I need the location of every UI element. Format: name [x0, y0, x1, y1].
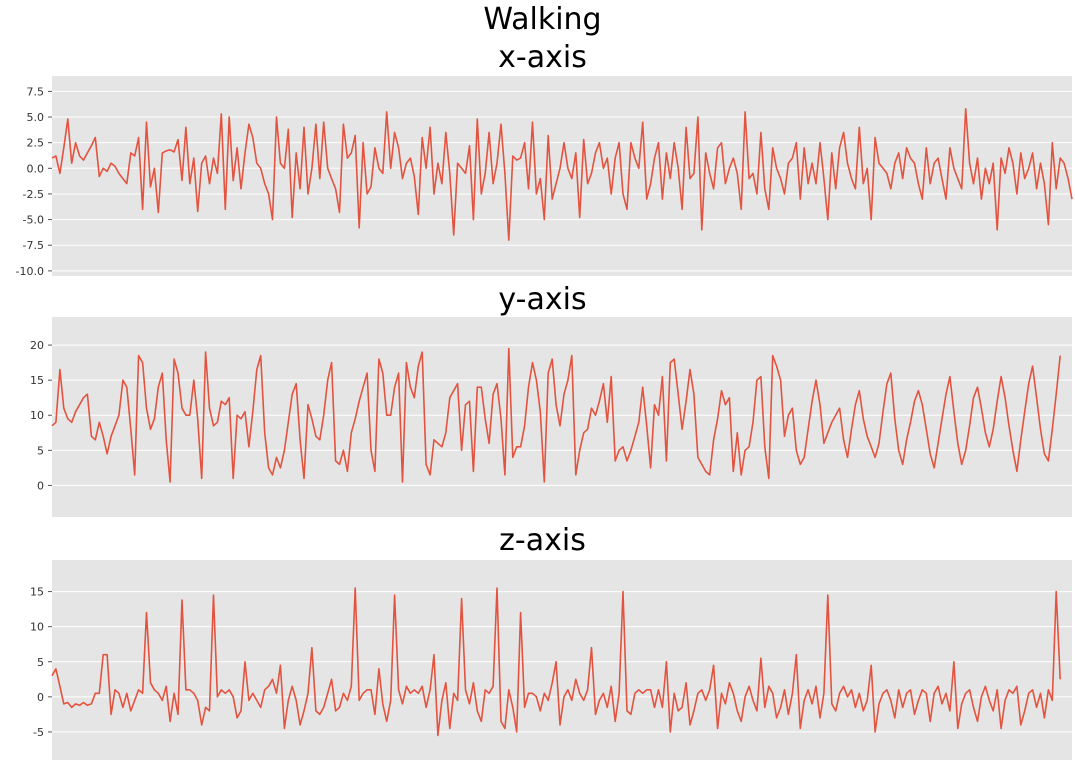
y-tick-label-z: 15	[30, 586, 44, 599]
y-tick-label-x: 0.0	[27, 162, 45, 175]
y-tick-label-z: 5	[37, 656, 44, 669]
chart-panel-x: 7.5 5.0 2.5 0.0 -2.5 -5.0 -7.5 -10.0	[16, 76, 1073, 278]
y-tick-label-z: 10	[30, 621, 44, 634]
series-line-y	[51, 347, 1061, 483]
chart-title-y: y-axis	[498, 282, 587, 317]
y-tick-label-z: 0	[37, 691, 44, 704]
y-tick-label-x: -2.5	[23, 188, 44, 201]
y-tick-label-x: 2.5	[27, 137, 45, 150]
y-tick-label-y: 5	[37, 444, 44, 457]
y-tick-label-x: -7.5	[23, 239, 44, 252]
series-line-x	[51, 108, 1073, 241]
y-tick-label-y: 15	[30, 374, 44, 387]
plot-area-y	[52, 317, 1072, 517]
y-tick-label-x: -10.0	[16, 265, 44, 278]
chart-title-z: z-axis	[499, 523, 586, 558]
y-tick-label-x: -5.0	[23, 214, 44, 227]
y-tick-label-x: 7.5	[27, 85, 45, 98]
y-tick-label-y: 10	[30, 409, 44, 422]
chart-panel-y: 20 15 10 5 0	[30, 317, 1072, 517]
plot-area-x	[52, 76, 1072, 276]
series-line-z	[51, 587, 1061, 737]
chart-panel-z: 15 10 5 0 -5	[30, 560, 1072, 760]
y-tick-label-z: -5	[33, 726, 44, 739]
y-tick-label-y: 0	[37, 479, 44, 492]
y-tick-label-x: 5.0	[27, 111, 45, 124]
chart-title-x: x-axis	[498, 40, 587, 75]
figure-title: Walking	[483, 2, 602, 37]
y-tick-label-y: 20	[30, 339, 44, 352]
plot-area-z	[52, 560, 1072, 760]
